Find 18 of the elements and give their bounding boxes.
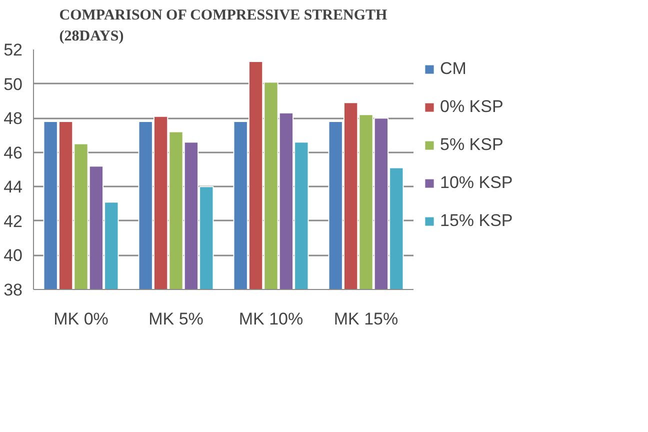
legend-label: 10% KSP (440, 173, 513, 193)
x-tick-label: MK 0% (54, 310, 108, 328)
legend-label: CM (440, 59, 466, 79)
chart-title: COMPARISON OF COMPRESSIVE STRENGTH (28DAYS) (59, 8, 388, 44)
y-tick-label: 48 (4, 109, 23, 128)
y-tick-label: 44 (4, 178, 23, 197)
y-tick-label: 52 (4, 40, 23, 60)
y-tick-label: 50 (4, 74, 23, 94)
x-tick-label: MK 10% (238, 310, 304, 328)
legend-label: 15% KSP (440, 211, 513, 231)
x-tick-label: MK 15% (334, 310, 398, 328)
y-tick-label: 40 (4, 246, 23, 266)
y-tick-label: 38 (4, 280, 23, 300)
y-tick-label: 46 (4, 143, 23, 162)
legend-label: 5% KSP (440, 135, 504, 155)
x-tick-label: MK 5% (148, 310, 204, 328)
y-tick-label: 42 (4, 212, 23, 231)
legend-label: 0% KSP (440, 97, 504, 117)
